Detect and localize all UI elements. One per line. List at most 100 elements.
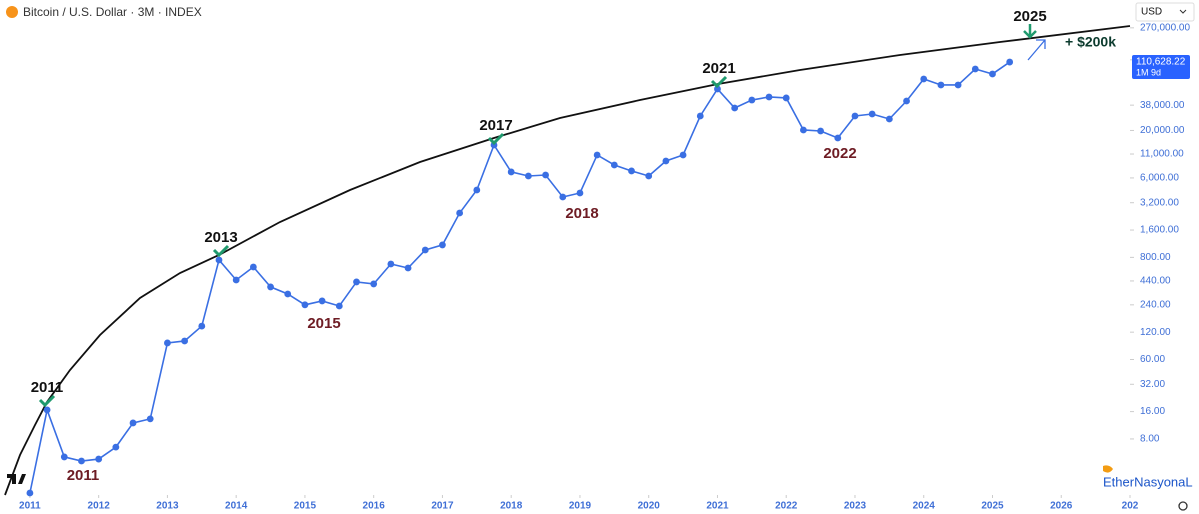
y-tick-label: 11,000.00 [1140,149,1184,160]
price-point [335,302,343,310]
price-point [679,151,687,159]
x-tick-label: 2011 [19,501,41,512]
check-mark [710,75,728,89]
price-point [524,172,532,180]
price-point [146,415,154,423]
down-arrow [1023,24,1037,39]
price-point [456,209,464,217]
price-point [164,339,171,347]
tradingview-logo [7,474,26,484]
price-point [937,81,945,89]
price-point [782,94,790,102]
check-mark [487,132,505,146]
price-point [920,75,928,83]
price-point [971,65,979,73]
y-tick-label: 120.00 [1140,327,1171,338]
price-point [610,161,618,169]
x-tick-label: 2021 [706,501,729,512]
x-tick-label: 2013 [156,501,179,512]
bottom-label: 2015 [307,315,340,332]
price-point [198,322,206,330]
x-tick-label: 2017 [431,501,454,512]
y-tick-label: 6,000.00 [1140,173,1179,184]
price-point [714,85,721,93]
y-tick-label: 20,000.00 [1140,125,1185,136]
x-tick-label: 2024 [913,501,936,512]
x-tick-label: 2012 [88,501,111,512]
price-point [748,96,756,104]
dropdown-icon [1179,9,1187,14]
x-tick-label: 2018 [500,501,523,512]
price-point [78,457,85,465]
price-point [507,168,515,176]
x-tick-label: 2015 [294,501,317,512]
price-point [696,112,704,120]
price-point [989,70,996,78]
peak-label: 2013 [204,229,237,246]
price-point [593,151,601,159]
price-point [834,134,842,142]
price-point [387,260,395,268]
check-mark [38,394,56,408]
price-point [181,337,189,345]
price-point [232,276,240,284]
y-tick-label: 60.00 [1140,354,1165,365]
x-tick-label: 2023 [844,501,867,512]
price-point [318,297,326,305]
trend-curve [4,25,1131,496]
y-tick-label: 440.00 [1140,276,1171,287]
peak-label: 2017 [479,117,512,134]
price-point [1006,58,1014,66]
price-point [421,246,429,254]
settings-icon[interactable] [1178,501,1188,511]
target-label: + $200k [1065,34,1116,50]
x-tick-label: 2026 [1050,501,1073,512]
price-point [129,419,137,427]
x-tick-label: 2022 [775,501,798,512]
price-point [765,93,773,101]
price-point [576,189,584,197]
price-point [43,406,51,414]
price-point [301,301,309,309]
price-point [731,104,739,112]
price-point [439,241,446,249]
price-point [559,193,567,201]
y-tick-label: 16.00 [1140,406,1165,417]
price-point [370,280,378,288]
target-arrow [1027,39,1046,61]
check-mark [212,244,230,258]
price-point [800,126,807,134]
x-tick-label: 2019 [569,501,592,512]
y-tick-label: 270,000.00 [1140,22,1190,33]
price-point [215,256,223,264]
y-tick-label: 1,600.00 [1140,225,1179,236]
y-tick-label: 3,200.00 [1140,197,1179,208]
price-point [404,264,412,272]
last-price-box [1132,55,1190,80]
price-point [95,455,103,463]
price-point [542,171,549,179]
x-tick-label: 2025 [981,501,1004,512]
price-point [885,115,893,123]
last-price-label: 110,628.22 [1136,57,1186,68]
x-tick-label: 2014 [225,501,248,512]
bottom-label: 2022 [823,145,856,162]
price-point [628,167,635,175]
currency-box[interactable] [1135,2,1195,22]
y-tick-label: 38,000.00 [1140,100,1185,111]
countdown: 1M 9d [1136,67,1161,77]
price-point [954,81,962,89]
price-point [473,186,481,194]
chart-title: Bitcoin / U.S. Dollar · 3M · INDEX [23,5,202,19]
price-point [903,97,910,105]
currency[interactable]: USD [1141,7,1162,18]
y-tick-label: 800.00 [1140,252,1171,263]
y-tick-label: 240.00 [1140,299,1171,310]
bottom-label: 2011 [67,467,100,484]
price-point [353,278,360,286]
price-line [29,61,1011,494]
price-point [284,290,292,298]
price-point [267,283,274,291]
price-point [645,172,653,180]
